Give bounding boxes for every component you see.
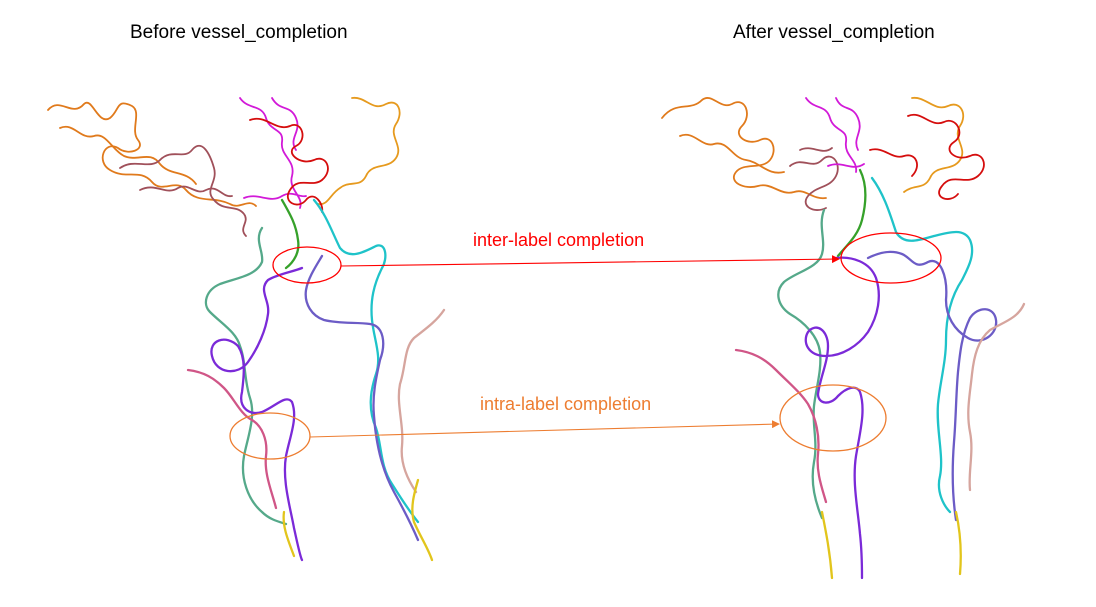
vessel-red-branch: [249, 117, 329, 213]
vessel-purple: [210, 266, 304, 562]
after-title: After vessel_completion: [733, 22, 935, 43]
vessel-tan: [967, 302, 1026, 492]
inter-label-ellipse-before: [272, 246, 342, 284]
vessel-cyan: [870, 176, 974, 514]
vessel-slate-purple: [304, 254, 420, 542]
vessel-red-branch: [869, 113, 985, 200]
vessel-green: [280, 198, 300, 270]
inter-label-arrow: [340, 255, 840, 267]
vessel-magenta-branch: [805, 97, 865, 173]
inter-label-ellipse-after: [840, 232, 942, 284]
vessel-teal-green: [204, 226, 288, 526]
after-vessel-tree: [661, 97, 1026, 580]
before-vessel-tree: [47, 97, 446, 562]
intra-label-annotation: intra-label completion: [480, 394, 652, 414]
vessel-orange-branch: [679, 133, 785, 174]
intra-label-ellipse-before: [229, 412, 311, 460]
vessel-orange-branch: [47, 101, 257, 207]
vessel-magenta-branch: [239, 97, 307, 209]
vessel-orange-branch: [59, 125, 197, 185]
before-title: Before vessel_completion: [130, 22, 348, 43]
vessel-slate-purple: [866, 250, 998, 522]
intra-label-ellipse-after: [779, 384, 887, 452]
vessel-tan: [397, 308, 446, 494]
vessel-orange-branch: [661, 97, 827, 200]
vessel-teal-green: [777, 208, 826, 520]
intra-label-arrow: [309, 420, 780, 438]
vessel-yellow: [282, 478, 434, 562]
vessel-brown-branch: [139, 185, 233, 197]
intra-label-marker: [229, 384, 887, 460]
vessel-yellow: [820, 510, 962, 580]
vessel-cyan: [312, 198, 420, 524]
vessel-amber-branch: [317, 97, 401, 206]
inter-label-annotation: inter-label completion: [473, 230, 645, 250]
vessel-pink: [734, 348, 828, 504]
vessel-brown-branch: [789, 147, 839, 211]
vessel-amber-branch: [903, 97, 965, 193]
vessel-purple: [804, 256, 880, 580]
inter-label-marker: [272, 232, 942, 284]
vessel-pink: [186, 368, 278, 510]
vessel-brown-branch: [119, 144, 247, 237]
